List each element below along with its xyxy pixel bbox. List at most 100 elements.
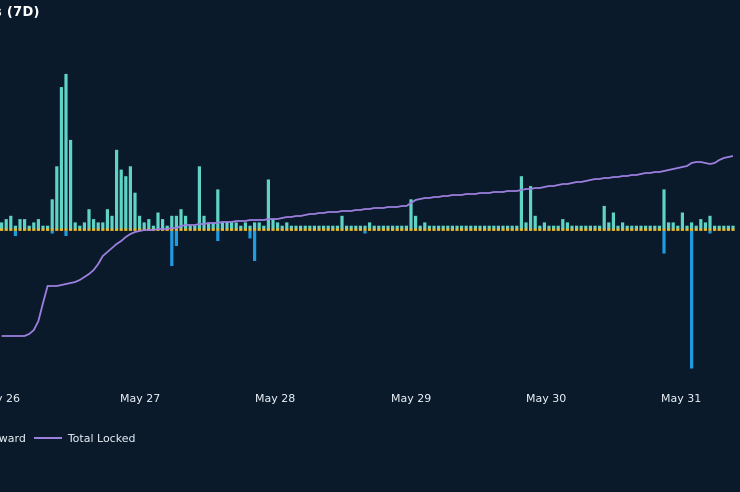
stake-bar — [690, 222, 694, 229]
reward-bar — [0, 228, 4, 231]
stake-bar — [575, 225, 579, 229]
unstake-bar — [253, 231, 257, 261]
reward-bar — [414, 228, 418, 231]
stake-bar — [105, 209, 109, 229]
reward-bar — [345, 228, 349, 231]
reward-bar — [202, 228, 206, 231]
stake-bar — [676, 225, 680, 229]
stake-bar — [607, 222, 611, 229]
stake-bar — [437, 225, 441, 229]
stake-bar — [179, 209, 183, 229]
unstake-bar — [690, 231, 694, 369]
legend-label-total-locked: Total Locked — [67, 431, 136, 445]
stake-bar — [381, 225, 385, 229]
stake-bar — [96, 222, 100, 229]
stake-bar — [446, 225, 450, 229]
stake-bar — [703, 222, 707, 229]
stake-bar — [404, 225, 408, 229]
reward-bar — [170, 228, 174, 231]
stake-bar — [708, 215, 712, 229]
reward-bar — [634, 228, 638, 231]
stake-bar — [450, 225, 454, 229]
stake-bar — [253, 222, 257, 229]
reward-bar — [653, 228, 657, 231]
reward-bar — [515, 228, 519, 231]
reward-bar — [23, 228, 27, 231]
stake-bar — [464, 225, 468, 229]
stake-bar — [55, 166, 59, 229]
reward-bar — [294, 228, 298, 231]
stake-bar — [147, 219, 151, 229]
stake-bar — [644, 225, 648, 229]
reward-bar — [713, 228, 717, 231]
legend-item-reward[interactable]: eward — [0, 432, 26, 445]
stake-bar — [9, 215, 13, 229]
stake-bar — [657, 225, 661, 229]
reward-bar — [41, 228, 45, 231]
stake-bar — [13, 225, 17, 229]
stake-bar — [69, 139, 73, 229]
stake-bar — [685, 225, 689, 229]
legend-item-total-locked[interactable]: Total Locked — [33, 431, 136, 445]
reward-bar — [59, 228, 63, 231]
reward-bar — [694, 228, 698, 231]
stake-bar — [87, 209, 91, 229]
reward-bar — [50, 228, 54, 231]
stake-bar — [699, 219, 703, 229]
reward-bar — [602, 228, 606, 231]
reward-bar — [303, 228, 307, 231]
stake-bar — [506, 225, 510, 229]
stake-bar — [386, 225, 390, 229]
stake-bar — [225, 222, 229, 229]
stake-bar — [533, 215, 537, 229]
stake-bar — [326, 225, 330, 229]
stake-bar — [579, 225, 583, 229]
stake-bar — [188, 225, 192, 229]
line-layer — [1, 155, 734, 337]
reward-bar — [427, 228, 431, 231]
x-tick-label: May 31 — [661, 392, 701, 405]
reward-bar — [381, 228, 385, 231]
reward-bar — [717, 228, 721, 231]
reward-bar — [188, 228, 192, 231]
reward-bar — [331, 228, 335, 231]
stake-bar — [427, 225, 431, 229]
stake-bar — [680, 212, 684, 229]
stake-bar — [469, 225, 473, 229]
stake-bar — [519, 176, 523, 229]
reward-bar — [639, 228, 643, 231]
reward-bar — [671, 228, 675, 231]
reward-bar — [299, 228, 303, 231]
stake-bar — [230, 222, 234, 229]
stake-bar — [460, 225, 464, 229]
reward-bar — [133, 228, 137, 231]
reward-bar — [556, 228, 560, 231]
reward-bar — [611, 228, 615, 231]
reward-bar — [4, 228, 8, 231]
reward-bar — [179, 228, 183, 231]
stake-bar — [36, 219, 40, 229]
unstake-bar — [64, 231, 68, 236]
stake-bar — [128, 166, 132, 229]
reward-bar — [455, 228, 459, 231]
stake-bar — [73, 222, 77, 229]
reward-bar — [262, 228, 266, 231]
stake-bar — [289, 225, 293, 229]
reward-bar — [193, 228, 197, 231]
stake-bar — [570, 225, 574, 229]
stake-bar — [110, 215, 114, 229]
stake-bar — [611, 212, 615, 229]
stake-bar — [18, 219, 22, 229]
reward-bar — [492, 228, 496, 231]
reward-bar — [340, 228, 344, 231]
reward-bar — [312, 228, 316, 231]
stake-bar — [414, 215, 418, 229]
stake-bar — [372, 225, 376, 229]
reward-bar — [216, 228, 220, 231]
reward-bar — [441, 228, 445, 231]
x-tick-label: May 28 — [255, 392, 295, 405]
reward-bar — [667, 228, 671, 231]
reward-bar — [483, 228, 487, 231]
reward-bar — [174, 228, 178, 231]
stake-bar — [331, 225, 335, 229]
